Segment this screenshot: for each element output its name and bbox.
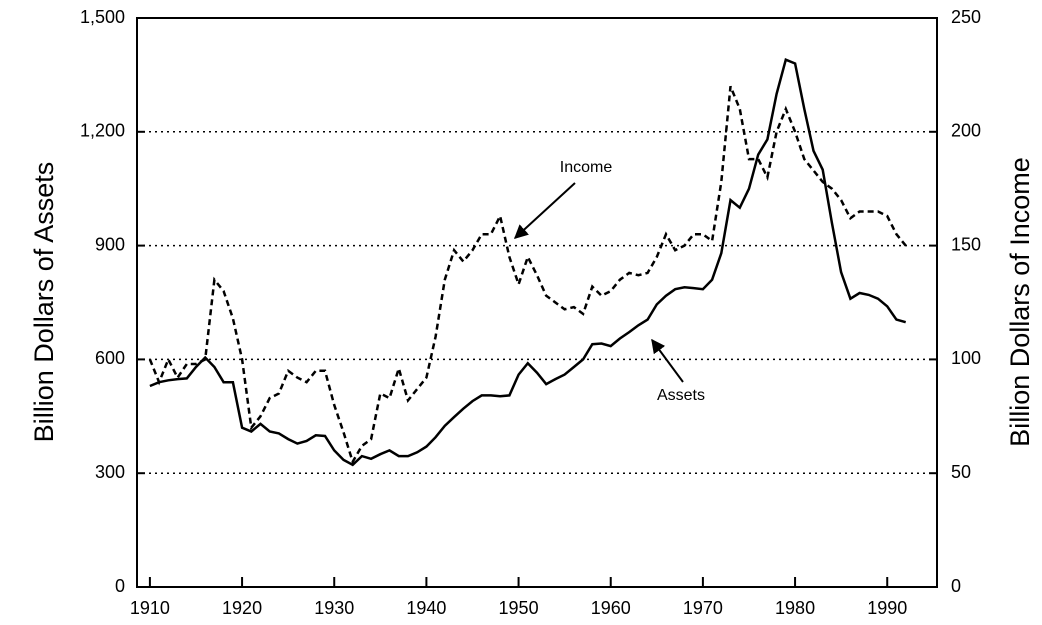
x-tick-label: 1940	[406, 598, 446, 618]
y-tick-label: 600	[95, 348, 125, 368]
series-line	[148, 85, 907, 465]
y2-tick-label: 100	[951, 348, 981, 368]
x-tick-label: 1980	[775, 598, 815, 618]
y2-tick-label: 50	[951, 462, 971, 482]
y-tick-label: 0	[115, 576, 125, 596]
income-arrow	[513, 182, 576, 239]
y2-tick-label: 250	[951, 7, 981, 27]
y-tick-label: 900	[95, 234, 125, 254]
plot-frame	[136, 17, 938, 588]
y-axis-label: Billion Dollars of Assets	[29, 162, 59, 443]
x-tick-label: 1970	[683, 598, 723, 618]
x-tick-label: 1910	[130, 598, 170, 618]
x-tick-label: 1950	[499, 598, 539, 618]
y2-tick-label: 0	[951, 576, 961, 596]
x-tick-label: 1930	[314, 598, 354, 618]
assets-label: Assets	[657, 387, 705, 404]
x-tick-label: 1990	[867, 598, 907, 618]
y-tick-label: 1,200	[80, 121, 125, 141]
x-tick-label: 1920	[222, 598, 262, 618]
y2-tick-label: 150	[951, 234, 981, 254]
income-label: Income	[560, 159, 613, 176]
x-tick-label: 1960	[591, 598, 631, 618]
y-tick-label: 1,500	[80, 7, 125, 27]
y2-tick-label: 200	[951, 121, 981, 141]
y2-axis-label: Billion Dollars of Income	[1005, 157, 1035, 447]
series-line	[149, 58, 907, 467]
y-tick-label: 300	[95, 462, 125, 482]
assets-arrow	[651, 338, 684, 383]
